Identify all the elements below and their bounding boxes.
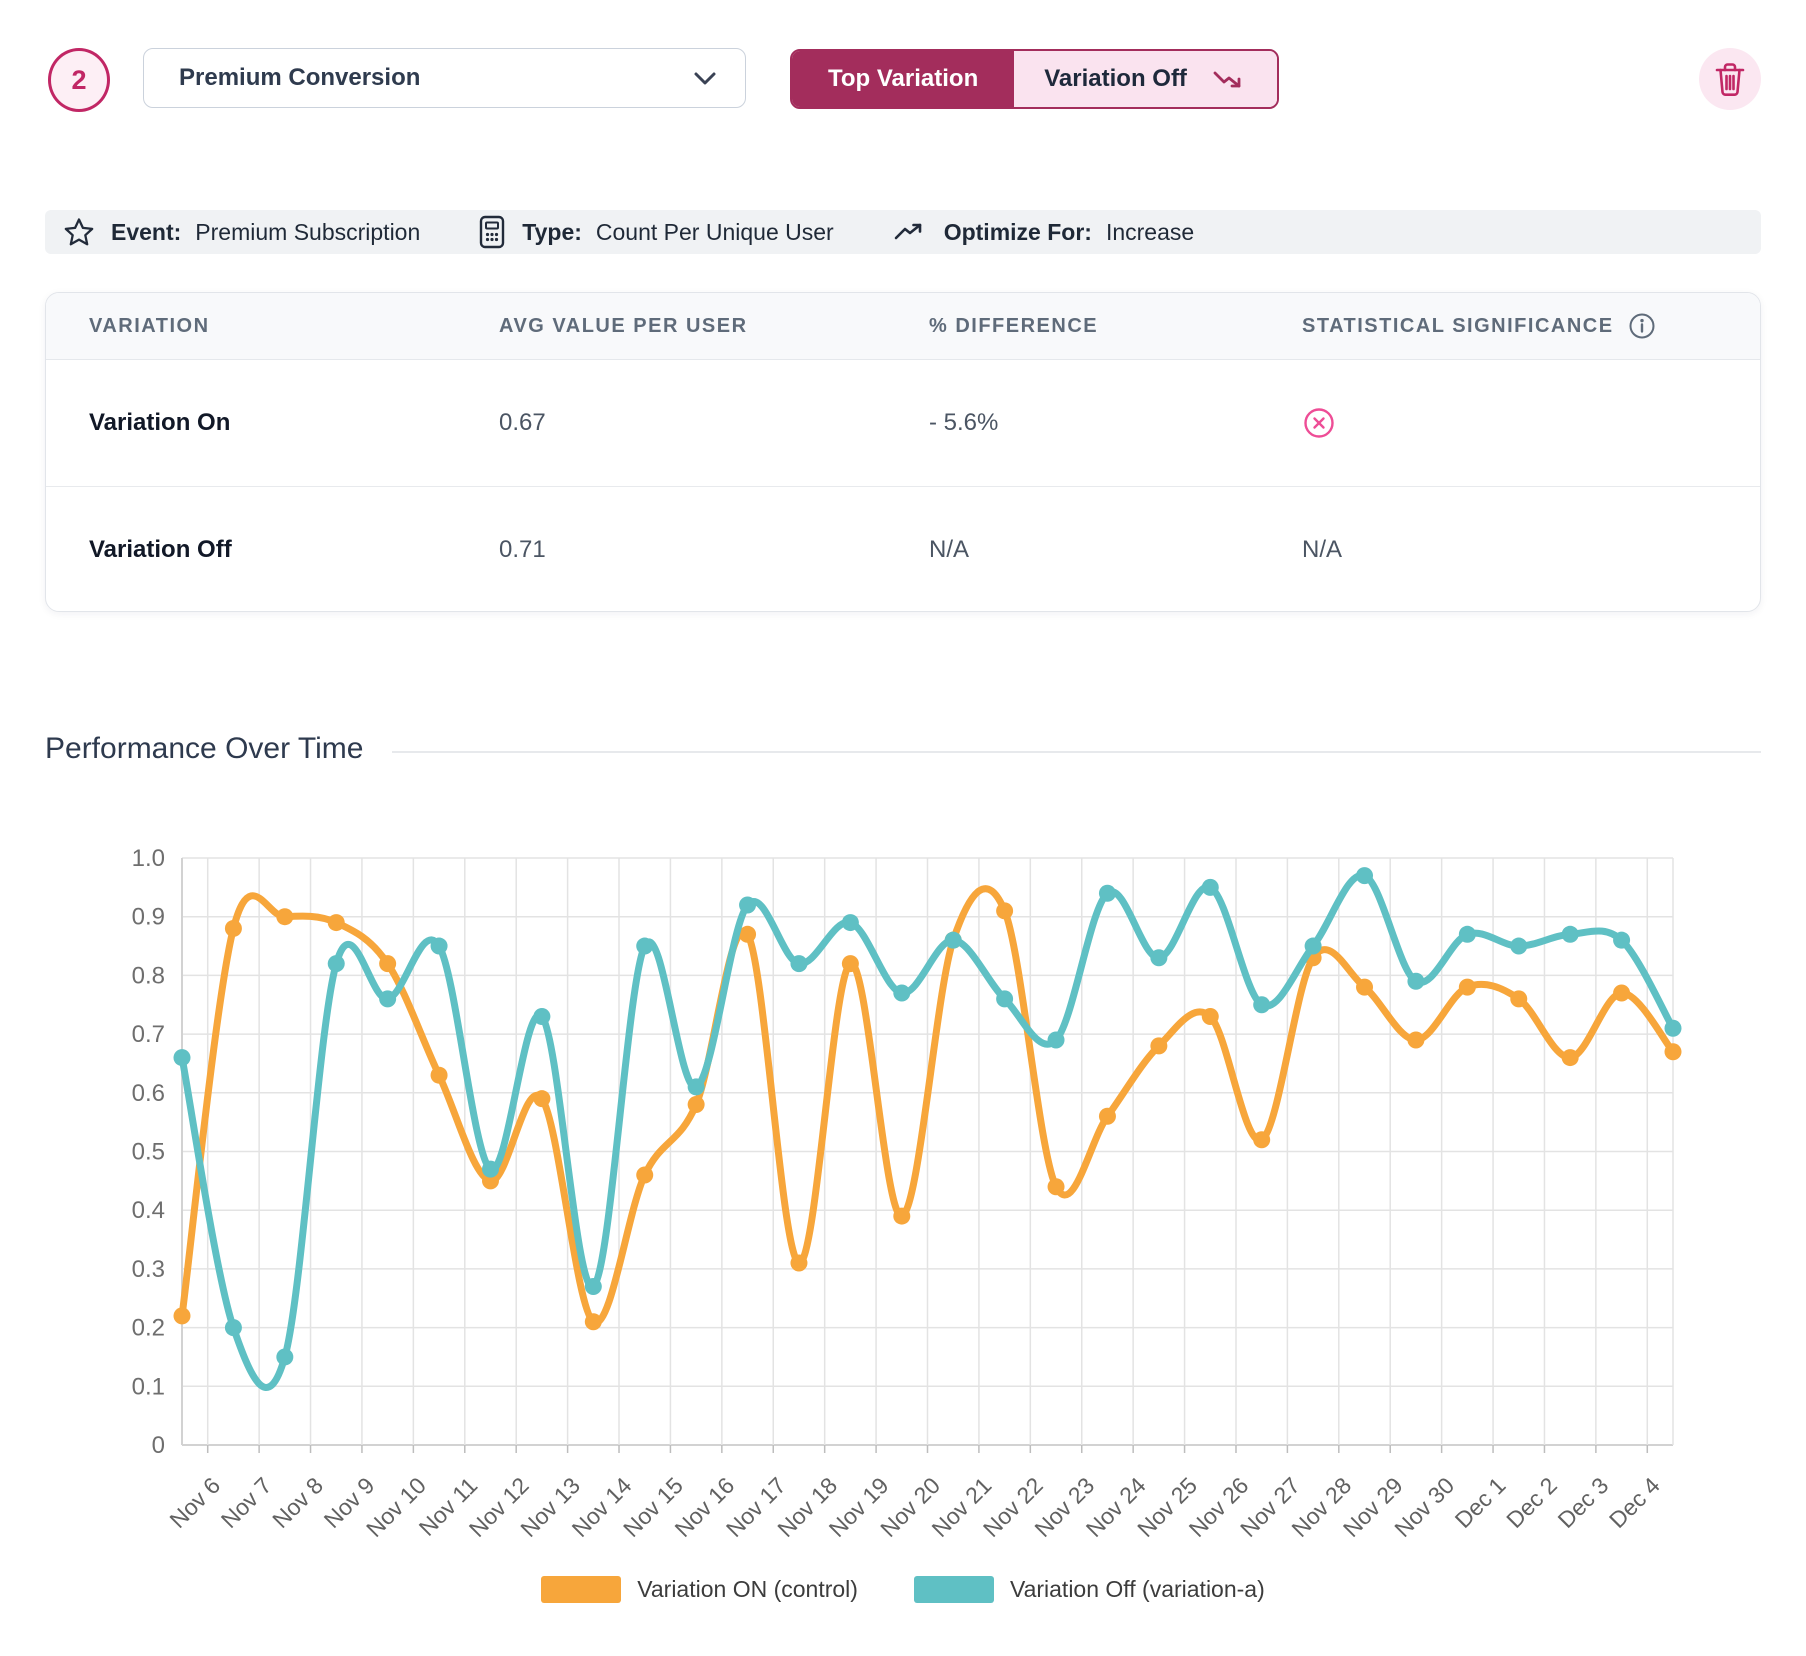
- variation-toggle-group: Top Variation Variation Off: [790, 49, 1279, 109]
- trend-up-icon: [892, 219, 928, 245]
- trash-icon: [1712, 59, 1748, 99]
- col-difference: % DIFFERENCE: [886, 315, 1259, 338]
- top-variation-button[interactable]: Top Variation: [792, 51, 1014, 107]
- performance-line-chart: 00.10.20.30.40.50.60.70.80.91.0Nov 6Nov …: [0, 790, 1806, 1570]
- row-avg-value: 0.71: [456, 536, 886, 564]
- metric-select-value: Premium Conversion: [179, 64, 693, 92]
- chevron-down-icon: [693, 71, 717, 86]
- row-variation-name: Variation Off: [46, 536, 456, 564]
- svg-text:Dec 3: Dec 3: [1553, 1472, 1614, 1533]
- metric-select-dropdown[interactable]: Premium Conversion: [143, 48, 746, 108]
- svg-text:Dec 2: Dec 2: [1501, 1472, 1562, 1533]
- metric-index-badge: 2: [48, 48, 110, 112]
- legend-swatch-teal: [914, 1576, 994, 1603]
- metric-summary-bar: Event:Premium Subscription Type:Count Pe…: [45, 210, 1761, 254]
- row-difference: - 5.6%: [886, 409, 1259, 437]
- row-significance: N/A: [1259, 536, 1760, 564]
- col-variation: VARIATION: [46, 315, 456, 338]
- optimize-summary: Optimize For:Increase: [944, 219, 1194, 246]
- variation-off-label: Variation Off: [1044, 65, 1187, 93]
- svg-text:Dec 1: Dec 1: [1450, 1472, 1511, 1533]
- info-icon[interactable]: [1628, 312, 1656, 340]
- row-variation-name: Variation On: [46, 409, 456, 437]
- results-table-header: VARIATION AVG VALUE PER USER % DIFFERENC…: [46, 293, 1760, 360]
- metric-controls-row: 2 Premium Conversion Top Variation Varia…: [45, 48, 1761, 112]
- svg-text:0.3: 0.3: [132, 1256, 165, 1283]
- col-avg-value: AVG VALUE PER USER: [456, 315, 886, 338]
- svg-text:0.4: 0.4: [132, 1197, 165, 1224]
- trend-down-icon: [1211, 66, 1247, 92]
- svg-text:0.2: 0.2: [132, 1315, 165, 1342]
- legend-item-variation-on: Variation ON (control): [541, 1576, 858, 1603]
- experiment-metric-panel: 2 Premium Conversion Top Variation Varia…: [0, 0, 1806, 1656]
- svg-text:0.6: 0.6: [132, 1080, 165, 1107]
- row-significance: [1259, 406, 1760, 440]
- row-avg-value: 0.67: [456, 409, 886, 437]
- legend-item-variation-off: Variation Off (variation-a): [914, 1576, 1265, 1603]
- svg-text:Dec 4: Dec 4: [1604, 1472, 1665, 1533]
- event-summary: Event:Premium Subscription: [111, 219, 420, 246]
- svg-text:Nov 6: Nov 6: [164, 1472, 225, 1533]
- table-row: Variation On 0.67 - 5.6%: [46, 360, 1760, 486]
- variation-off-button[interactable]: Variation Off: [1014, 51, 1277, 107]
- svg-text:Nov 8: Nov 8: [267, 1472, 328, 1533]
- col-significance: STATISTICAL SIGNIFICANCE: [1259, 312, 1760, 340]
- svg-text:0.1: 0.1: [132, 1373, 165, 1400]
- row-difference: N/A: [886, 536, 1259, 564]
- svg-text:0.9: 0.9: [132, 904, 165, 931]
- chart-legend: Variation ON (control) Variation Off (va…: [0, 1576, 1806, 1603]
- chart-section-title: Performance Over Time: [45, 732, 363, 766]
- svg-text:1.0: 1.0: [132, 845, 165, 872]
- svg-text:0.7: 0.7: [132, 1021, 165, 1048]
- type-summary: Type:Count Per Unique User: [522, 219, 833, 246]
- svg-text:0: 0: [152, 1432, 165, 1459]
- calculator-icon: [478, 215, 506, 249]
- legend-swatch-orange: [541, 1576, 621, 1603]
- legend-label: Variation Off (variation-a): [1010, 1576, 1265, 1603]
- svg-text:Nov 7: Nov 7: [216, 1472, 277, 1533]
- table-row: Variation Off 0.71 N/A N/A: [46, 486, 1760, 612]
- x-circle-icon: [1302, 406, 1760, 440]
- svg-text:0.5: 0.5: [132, 1139, 165, 1166]
- svg-text:0.8: 0.8: [132, 962, 165, 989]
- section-divider: [392, 751, 1761, 753]
- star-icon: [63, 217, 95, 248]
- results-table: VARIATION AVG VALUE PER USER % DIFFERENC…: [45, 292, 1761, 612]
- legend-label: Variation ON (control): [637, 1576, 858, 1603]
- delete-metric-button[interactable]: [1699, 48, 1761, 110]
